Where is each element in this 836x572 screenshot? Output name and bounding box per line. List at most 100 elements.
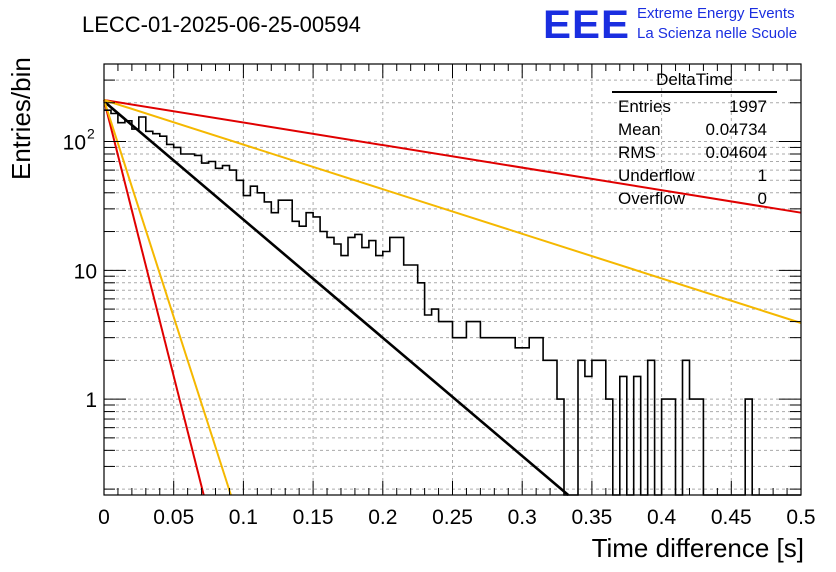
histogram-bin <box>515 348 522 495</box>
histogram-bin <box>250 186 257 495</box>
histogram-bin <box>529 338 536 495</box>
stats-label: Entries <box>618 97 671 116</box>
histogram-bin <box>508 338 515 495</box>
histogram-bin <box>209 161 216 495</box>
histogram-bin <box>216 168 223 495</box>
stats-value: 0.04734 <box>705 120 767 139</box>
histogram-bin <box>683 360 690 495</box>
histogram-bin <box>153 134 160 495</box>
stats-value: 0 <box>757 189 767 208</box>
x-axis-label: Time difference [s] <box>591 533 804 563</box>
stats-label: Underflow <box>618 166 695 185</box>
fit-line-0 <box>103 100 570 496</box>
y-tick-label: 1 <box>85 389 97 412</box>
histogram-bin <box>243 196 250 495</box>
stats-value: 1997 <box>729 97 767 116</box>
histogram-bin <box>341 256 348 495</box>
histogram-bin <box>271 213 278 495</box>
histogram-bin <box>334 244 341 495</box>
x-tick-label: 0.25 <box>432 506 473 529</box>
histogram-bin <box>222 166 229 495</box>
histogram-bin <box>662 399 669 495</box>
histogram-bin <box>174 147 181 495</box>
x-tick-label: 0.4 <box>647 506 677 529</box>
histogram-bin <box>257 193 264 495</box>
histogram-bin <box>369 241 376 495</box>
histogram-bin <box>195 155 202 495</box>
histogram-bin <box>327 237 334 495</box>
histogram-bin <box>118 123 125 495</box>
histogram-bin <box>125 121 132 495</box>
histogram-bin <box>634 376 641 495</box>
histogram-bin <box>167 144 174 495</box>
histogram-bin <box>188 154 195 495</box>
y-tick-exponent: 2 <box>87 126 95 142</box>
x-tick-label: 0.45 <box>711 506 752 529</box>
histogram-bin <box>439 322 446 495</box>
x-tick-label: 0.35 <box>571 506 612 529</box>
stats-row-rms: RMS 0.04604 <box>612 141 777 164</box>
histogram-bin <box>620 376 627 495</box>
y-tick-label: 10 <box>63 132 86 155</box>
histogram-bin <box>501 338 508 495</box>
x-tick-label: 0.3 <box>508 506 537 529</box>
histogram-bin <box>745 399 752 495</box>
histogram-bin <box>355 234 362 495</box>
stats-title: DeltaTime <box>612 70 777 93</box>
histogram-bin <box>376 256 383 495</box>
histogram-bin <box>480 338 487 495</box>
histogram-bin <box>494 338 501 495</box>
histogram-steps <box>104 109 801 496</box>
histogram-bin <box>418 283 425 495</box>
fit-line-4 <box>103 99 232 496</box>
histogram-bin <box>236 180 243 495</box>
histogram-bin <box>390 237 397 495</box>
histogram <box>104 109 801 496</box>
histogram-bin <box>696 399 703 495</box>
histogram-bin <box>404 265 411 495</box>
x-tick-label: 0.5 <box>786 506 815 529</box>
histogram-bin <box>425 315 432 495</box>
stats-row-entries: Entries 1997 <box>612 95 777 118</box>
histogram-bin <box>592 360 599 495</box>
histogram-bin <box>599 360 606 495</box>
fit-line-1 <box>103 99 802 214</box>
histogram-bin <box>320 232 327 495</box>
histogram-bin <box>306 213 313 495</box>
histogram-bin <box>411 265 418 495</box>
stats-value: 1 <box>757 166 767 185</box>
histogram-bin <box>299 226 306 495</box>
eee-logo: EEE <box>543 2 631 47</box>
histogram-bin <box>139 117 146 495</box>
stats-row-mean: Mean 0.04734 <box>612 118 777 141</box>
x-tick-label: 0.15 <box>293 506 334 529</box>
stats-row-underflow: Underflow 1 <box>612 164 777 187</box>
histogram-bin <box>278 200 285 495</box>
eee-project-name: Extreme Energy Events La Scienza nelle S… <box>637 4 797 44</box>
histogram-bin <box>202 163 209 495</box>
histogram-bin <box>229 170 236 495</box>
y-axis-label: Entries/bin <box>6 57 36 180</box>
x-tick-label: 0 <box>98 506 110 529</box>
histogram-bin <box>292 221 299 495</box>
histogram-bin <box>669 399 676 495</box>
x-tick-label: 0.05 <box>153 506 194 529</box>
histogram-bin <box>264 202 271 495</box>
histogram-bin <box>285 200 292 495</box>
histogram-bin <box>522 348 529 495</box>
y-tick-label: 10 <box>74 260 97 283</box>
stats-label: Mean <box>618 120 661 139</box>
histogram-bin <box>432 309 439 495</box>
histogram-bin <box>181 154 188 495</box>
histogram-bin <box>557 399 564 495</box>
x-tick-label: 0.1 <box>229 506 258 529</box>
run-title: LECC-01-2025-06-25-00594 <box>82 12 361 37</box>
histogram-bin <box>104 110 111 495</box>
x-tick-labels: 0 0.05 0.1 0.15 0.2 0.25 0.3 0.35 0.4 0.45 0.5 <box>98 506 815 529</box>
histogram-bin <box>160 136 167 495</box>
histogram-bin <box>397 237 404 495</box>
histogram-bin <box>473 322 480 495</box>
fit-line-3 <box>103 99 205 496</box>
